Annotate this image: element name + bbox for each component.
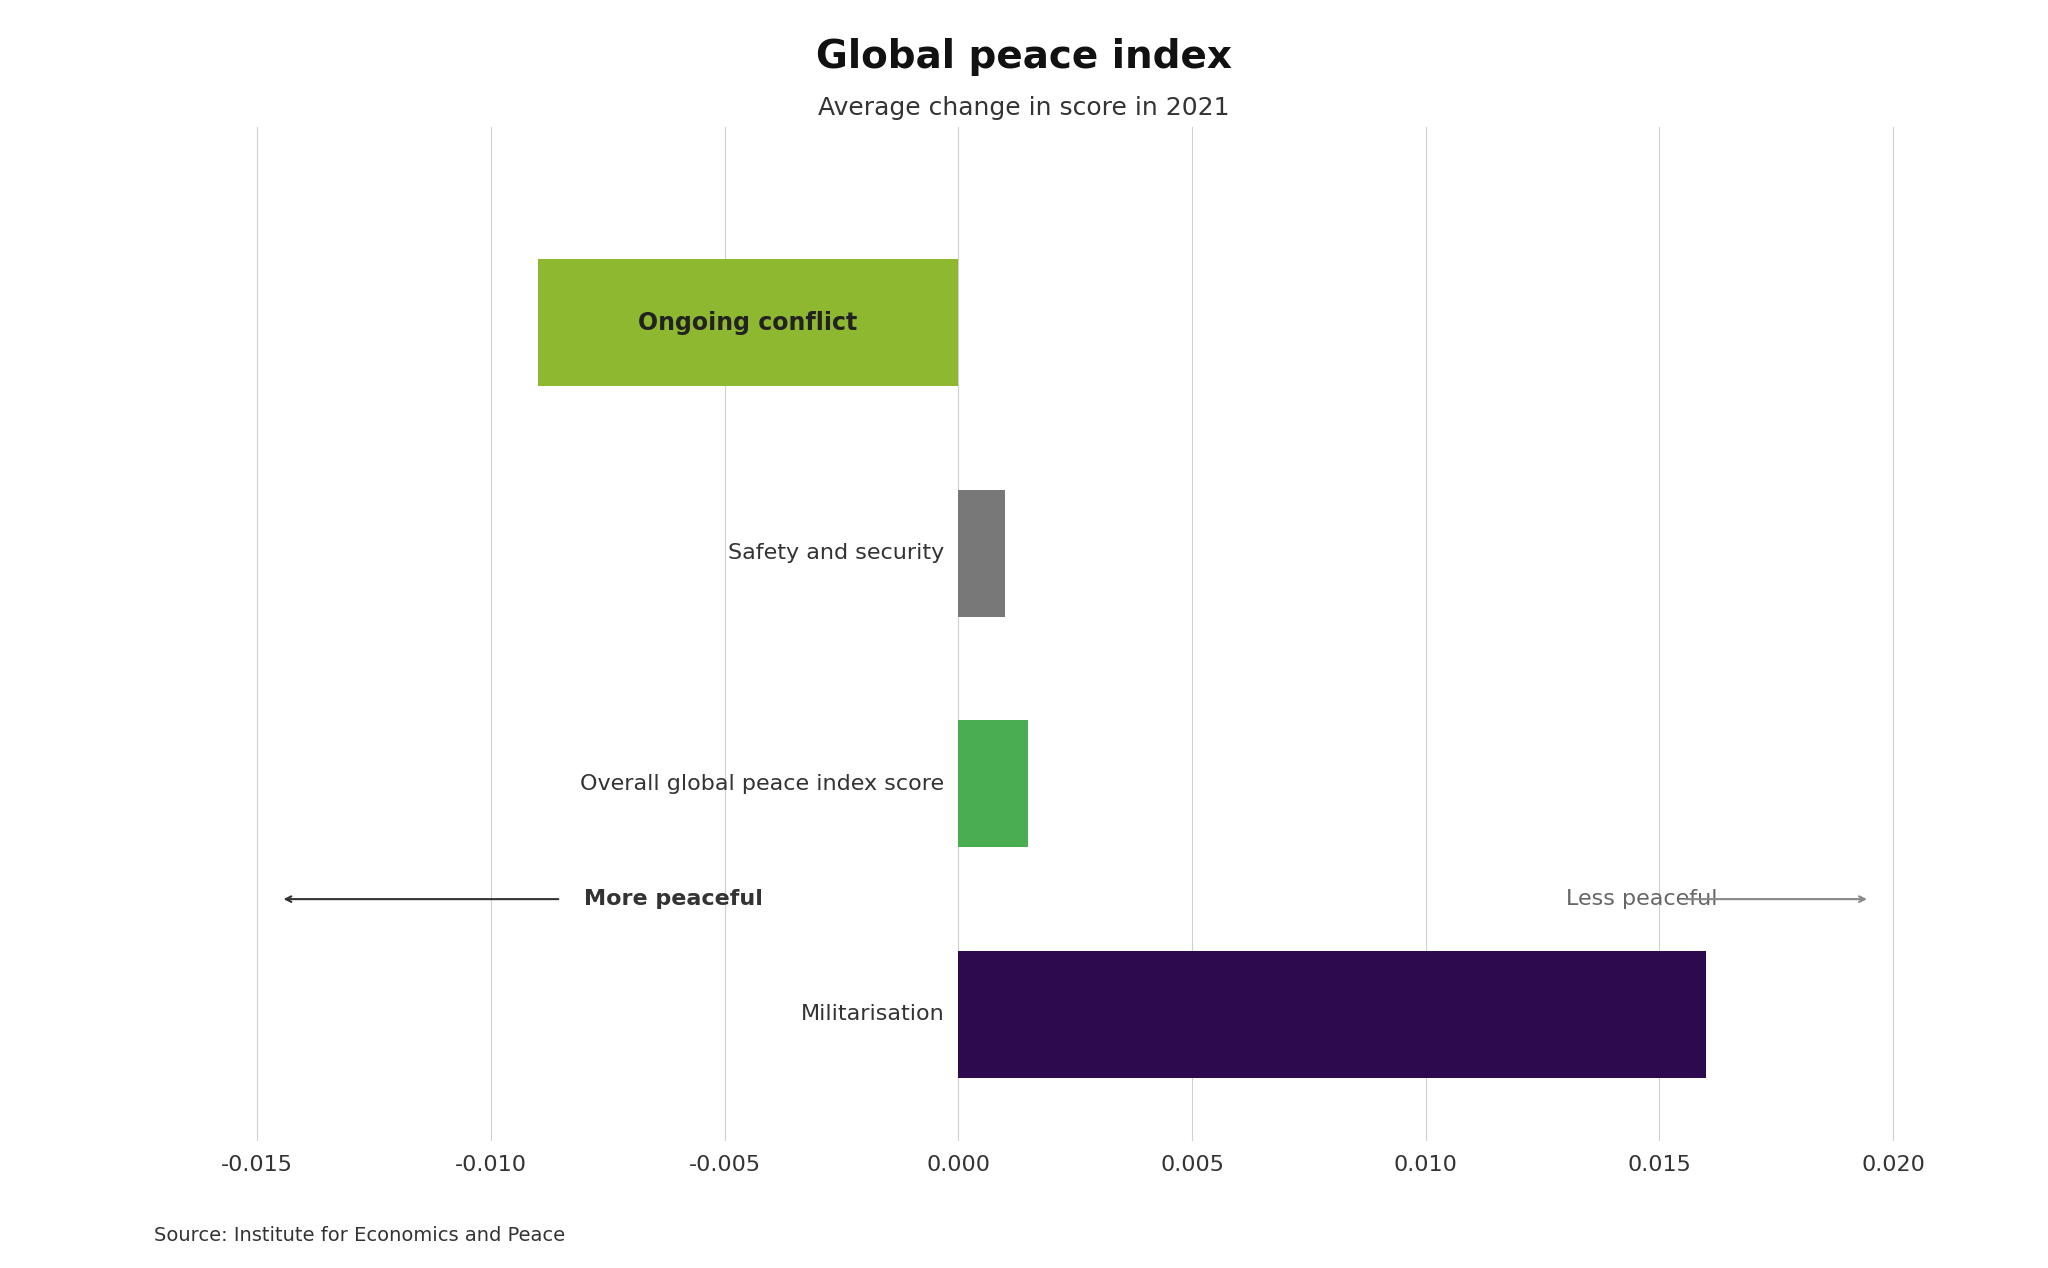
Text: Safety and security: Safety and security	[729, 543, 944, 563]
Text: Militarisation: Militarisation	[801, 1004, 944, 1025]
Bar	[958, 951, 1706, 1078]
Bar	[539, 260, 958, 387]
Bar	[958, 489, 1006, 616]
Text: Source: Institute for Economics and Peace: Source: Institute for Economics and Peac…	[154, 1226, 565, 1245]
Text: More peaceful: More peaceful	[584, 889, 764, 909]
Text: Ongoing conflict: Ongoing conflict	[639, 311, 858, 335]
Text: Global peace index: Global peace index	[815, 38, 1233, 76]
Text: Average change in score in 2021: Average change in score in 2021	[819, 96, 1229, 119]
Bar	[958, 720, 1028, 847]
Text: Less peaceful: Less peaceful	[1567, 889, 1718, 909]
Text: Overall global peace index score: Overall global peace index score	[580, 773, 944, 794]
